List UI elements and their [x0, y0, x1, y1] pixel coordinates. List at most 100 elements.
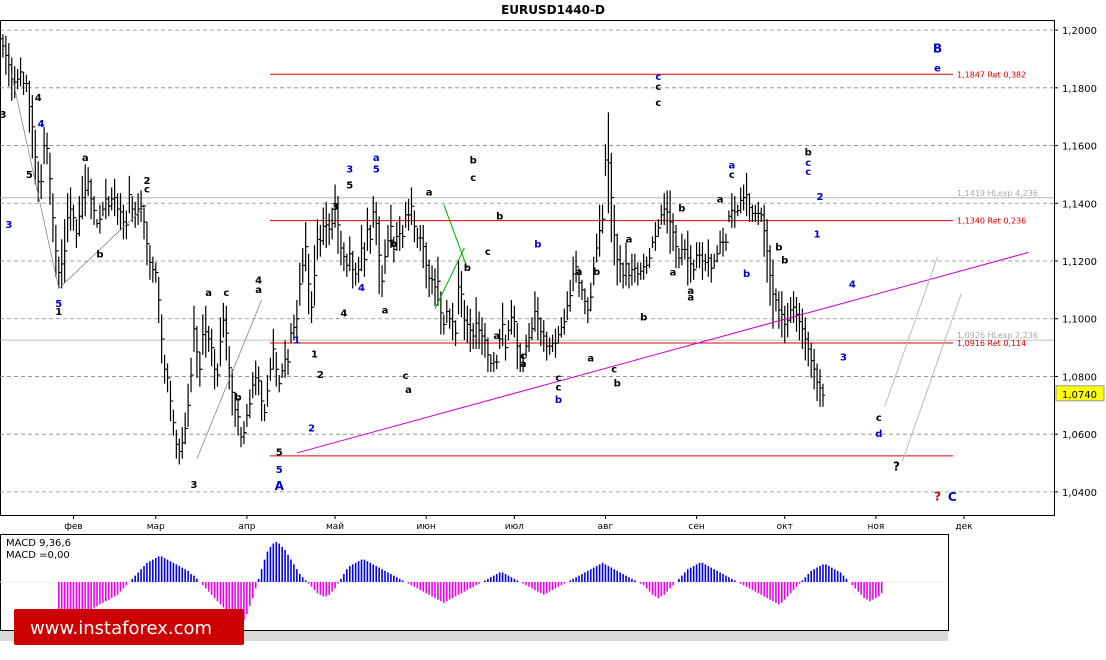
wave-label: c [611, 364, 617, 375]
wave-label: 3 [190, 480, 197, 491]
wave-label: C [948, 490, 957, 504]
channel-line [884, 256, 939, 407]
wave-label: c [403, 371, 409, 382]
wave-label: b [464, 263, 471, 274]
current-price-badge [1055, 385, 1105, 402]
month-label: апр [238, 522, 255, 532]
retracement-level-label: 1,1847 Ret 0,382 [957, 70, 1026, 79]
wave-label: 1 [311, 349, 318, 360]
wave-label: c [876, 413, 882, 424]
wave-line [11, 74, 60, 289]
wave-label: a [82, 153, 89, 164]
level-lines: 1,1419 HLexp 4,236 1,0926 HLexp 2,236 1,18… [0, 70, 1054, 457]
macd-right-blank [949, 534, 1106, 660]
wave-label: 3 [840, 353, 847, 364]
grid-lines [0, 20, 1055, 516]
plot-frame [0, 20, 1055, 516]
wave-label: ? [934, 490, 941, 504]
month-label: фев [64, 522, 83, 532]
triangle-line [434, 247, 465, 309]
wave-label: a [687, 286, 694, 297]
wave-label: a [717, 195, 724, 206]
wave-label: d [875, 429, 882, 440]
wave-label: 3 [346, 165, 353, 176]
wave-label: c [805, 167, 811, 178]
wave-label: a [405, 385, 412, 396]
wave-label: 5 [373, 165, 380, 176]
wave-label: c [485, 247, 491, 258]
month-label: июн [417, 522, 436, 532]
tab-strip [0, 631, 948, 641]
current-price-label: 1,0740 [1062, 390, 1097, 401]
wave-label: a [373, 153, 380, 164]
retracement-level-label: 1,1340 Ret 0,236 [957, 217, 1026, 226]
price-tick-label: 1,1400 [1062, 199, 1097, 210]
macd-label: MACD 9,36,6 [6, 538, 71, 549]
wave-label: c [470, 173, 476, 184]
wave-line [196, 299, 262, 459]
wave-label: b [555, 395, 562, 406]
wave-line [58, 204, 148, 289]
wave-label: c [655, 98, 661, 109]
wave-label: c [223, 288, 229, 299]
wave-label: b [496, 211, 503, 222]
wave-label: c [729, 170, 735, 181]
hlexp-level-label: 1,0926 HLexp 2,236 [957, 331, 1038, 340]
wave-label: 5 [276, 465, 283, 476]
wave-label: 1 [293, 335, 300, 346]
wave-label: 4 [340, 309, 347, 320]
wave-label: b [743, 269, 750, 280]
wave-label: ? [893, 459, 900, 473]
retracement-level-label: 1,0916 Ret 0,114 [957, 339, 1026, 348]
price-tick-label: 1,0400 [1062, 488, 1097, 499]
triangle-line [443, 204, 468, 269]
wave-label: B [933, 41, 942, 55]
wave-label: c [555, 383, 561, 394]
price-tick-label: 1,1800 [1062, 84, 1097, 95]
wave-label: 3 [5, 220, 12, 231]
wave-label: b [96, 250, 103, 261]
price-tick-label: 1,0600 [1062, 430, 1097, 441]
wave-label: a [382, 306, 389, 317]
wave-label: b [614, 378, 621, 389]
wave-label: b [534, 239, 541, 250]
wave-label: b [390, 239, 397, 250]
wave-label: 1 [55, 307, 62, 318]
wave-label: a [493, 331, 500, 342]
wave-label: a [687, 292, 694, 303]
wave-label: b [775, 242, 782, 253]
wave-label: b [593, 267, 600, 278]
price-tick-label: 1,2000 [1062, 26, 1097, 37]
wave-label: a [576, 267, 583, 278]
wave-label: c [655, 82, 661, 93]
macd-label-value: MACD =0,00 [6, 550, 70, 561]
trendline [296, 251, 1029, 454]
wave-label: 4 [38, 119, 45, 130]
wave-label: a [728, 160, 735, 171]
watermark-bg [14, 609, 244, 645]
wave-label: c [520, 351, 526, 362]
wave-label: c [555, 373, 561, 384]
month-label: авг [598, 522, 614, 532]
wave-label: 2 [143, 176, 150, 187]
wave-label: A [275, 479, 285, 493]
price-tick-label: 1,1000 [1062, 315, 1097, 326]
wave-label: 5 [26, 170, 33, 181]
wave-label: b [234, 393, 241, 404]
wave-label: a [426, 187, 433, 198]
wave-label: 2 [308, 423, 315, 434]
wave-label: 3 [332, 202, 339, 213]
wave-label: 2 [317, 370, 324, 381]
watermark-logo: www.instaforex.com [14, 609, 244, 645]
month-label: окт [777, 522, 793, 532]
price-tick-label: 1,1200 [1062, 257, 1097, 268]
wave-label: 4 [255, 276, 262, 287]
watermark-text: www.instaforex.com [30, 618, 212, 639]
wave-label: c [144, 185, 150, 196]
wave-label: 4 [35, 93, 42, 104]
wave-label: b [678, 203, 685, 214]
wave-label: a [255, 285, 262, 296]
time-axis: фев мар апр май июн июл авг сен окт ноя дек [64, 515, 973, 532]
wave-label: e [934, 64, 941, 75]
month-label: июл [505, 522, 524, 532]
